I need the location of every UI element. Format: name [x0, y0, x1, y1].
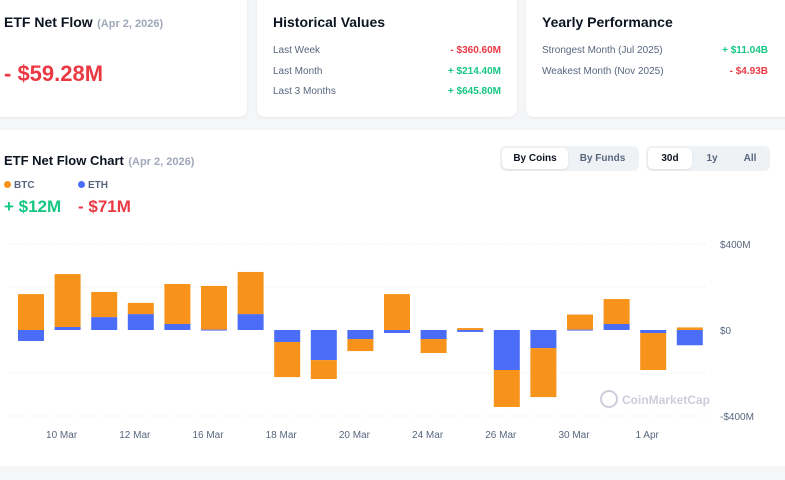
yearly-row: Strongest Month (Jul 2025) + $11.04B [542, 45, 768, 56]
yearly-row-label: Weakest Month (Nov 2025) [542, 65, 664, 77]
chart-title: ETF Net Flow Chart [4, 153, 124, 168]
historical-row-label: Last Month [273, 65, 323, 77]
yearly-performance-card: Yearly Performance Strongest Month (Jul … [526, 0, 785, 117]
tab-all[interactable]: All [743, 153, 757, 164]
chart-panel: ETF Net Flow Chart (Apr 2, 2026) BTC + $… [0, 130, 785, 466]
net-flow-header: ETF Net Flow (Apr 2, 2026) [4, 14, 163, 32]
yearly-row-label: Strongest Month (Jul 2025) [542, 45, 663, 56]
legend-btc-label: BTC [14, 180, 35, 191]
historical-row: Last Week - $360.60M [273, 45, 501, 56]
range-toggle: 30d 1y All [646, 146, 770, 171]
btc-dot-icon [4, 181, 11, 188]
group-toggle: By Coins By Funds [500, 146, 639, 171]
net-flow-date: (Apr 2, 2026) [97, 18, 164, 30]
historical-row-value: + $214.40M [447, 65, 501, 77]
yearly-row: Weakest Month (Nov 2025) - $4.93B [542, 66, 768, 77]
historical-row-value: + $645.80M [447, 86, 501, 97]
tab-by-coins[interactable]: By Coins [502, 148, 568, 169]
chart-date: (Apr 2, 2026) [128, 156, 195, 168]
tab-by-funds[interactable]: By Funds [579, 153, 626, 164]
yearly-title: Yearly Performance [542, 14, 673, 30]
legend-btc: BTC [4, 180, 35, 191]
legend-eth-value: - $71M [78, 197, 131, 216]
historical-row: Last 3 Months + $645.80M [273, 86, 501, 97]
chart-header: ETF Net Flow Chart (Apr 2, 2026) [4, 152, 194, 170]
net-flow-title: ETF Net Flow [4, 14, 93, 30]
historical-row-value: - $360.60M [450, 45, 501, 56]
historical-row: Last Month + $214.40M [273, 66, 501, 77]
net-flow-card: ETF Net Flow (Apr 2, 2026) - $59.28M [0, 0, 247, 117]
legend-eth-label: ETH [88, 180, 108, 191]
tab-1y[interactable]: 1y [706, 153, 718, 164]
historical-title: Historical Values [273, 14, 386, 30]
legend-btc-value: + $12M [4, 197, 62, 216]
eth-dot-icon [78, 181, 85, 188]
yearly-row-value: + $11.04B [722, 45, 768, 56]
net-flow-value: - $59.28M [4, 61, 104, 86]
tab-30d[interactable]: 30d [648, 148, 692, 169]
historical-values-card: Historical Values Last Week - $360.60M Las… [257, 0, 517, 117]
legend-eth: ETH [78, 180, 108, 191]
yearly-row-value: - $4.93B [729, 65, 768, 77]
historical-row-label: Last 3 Months [273, 86, 336, 97]
historical-row-label: Last Week [273, 45, 321, 56]
